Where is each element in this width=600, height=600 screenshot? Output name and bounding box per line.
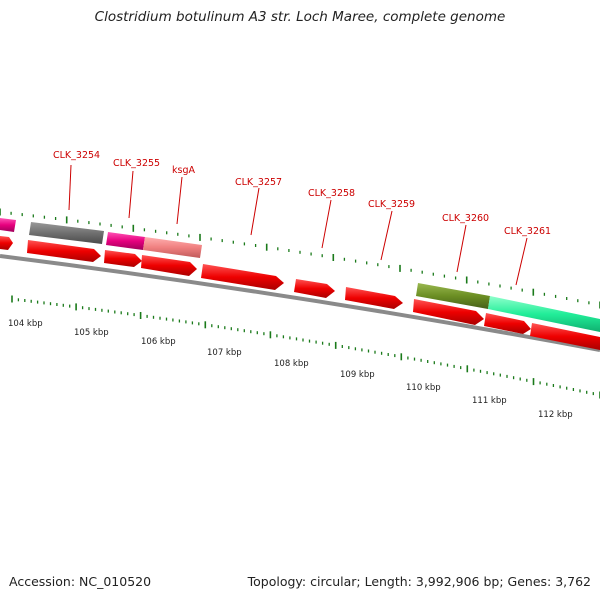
scale-label-111kbp: 111 kbp — [472, 396, 507, 406]
gene-arrow[interactable] — [141, 255, 197, 276]
gene-label-line — [128, 170, 134, 219]
accession-text: Accession: NC_010520 — [9, 574, 152, 589]
gene-label-clk-3261[interactable]: CLK_3261 — [504, 226, 551, 237]
gene-arrow[interactable] — [413, 299, 484, 325]
gene-label-clk-3259[interactable]: CLK_3259 — [368, 199, 415, 210]
feature-block[interactable] — [29, 222, 104, 244]
scale-label-107kbp: 107 kbp — [207, 348, 242, 358]
genome-stats-text: Topology: circular; Length: 3,992,906 bp… — [247, 574, 591, 589]
genome-title: Clostridium botulinum A3 str. Loch Maree… — [94, 9, 506, 25]
cog-feature-track — [0, 218, 600, 332]
gene-label-line — [321, 199, 332, 249]
gene-label-line — [515, 237, 528, 286]
gene-label-clk-3257[interactable]: CLK_3257 — [235, 177, 282, 188]
scale-label-110kbp: 110 kbp — [406, 383, 441, 393]
gene-arrow[interactable] — [484, 313, 531, 334]
scale-tick-track — [11, 295, 600, 399]
gene-label-clk-3254[interactable]: CLK_3254 — [53, 150, 100, 161]
gene-label-clk-3255[interactable]: CLK_3255 — [113, 158, 160, 169]
upper-tick-track — [0, 208, 600, 309]
feature-block[interactable] — [106, 232, 145, 250]
gene-label-line — [250, 187, 260, 236]
scale-label-105kbp: 105 kbp — [74, 328, 109, 338]
scale-label-108kbp: 108 kbp — [274, 359, 309, 369]
gene-arrow[interactable] — [530, 323, 600, 350]
gene-arrow[interactable] — [104, 250, 142, 267]
scale-label-106kbp: 106 kbp — [141, 337, 176, 347]
feature-block[interactable] — [143, 237, 202, 258]
gene-arrow-track — [0, 236, 600, 350]
gene-arrow[interactable] — [27, 240, 101, 262]
gene-arrow[interactable] — [294, 279, 335, 298]
gene-arrow[interactable] — [201, 264, 284, 290]
feature-block[interactable] — [416, 283, 490, 309]
genome-backbone — [0, 254, 600, 352]
gene-label-line — [456, 224, 467, 273]
gene-arrow[interactable] — [0, 236, 13, 250]
gene-label-ksga[interactable]: ksgA — [172, 165, 195, 176]
gene-label-clk-3258[interactable]: CLK_3258 — [308, 188, 355, 199]
scale-label-104kbp: 104 kbp — [8, 319, 43, 329]
scale-label-112kbp: 112 kbp — [538, 410, 573, 420]
gene-label-line — [380, 210, 393, 261]
feature-block[interactable] — [0, 218, 16, 232]
gene-arrow[interactable] — [345, 287, 403, 309]
scale-label-109kbp: 109 kbp — [340, 370, 375, 380]
gene-label-line — [176, 176, 183, 225]
feature-block[interactable] — [488, 296, 600, 332]
gene-label-line — [68, 164, 72, 211]
gene-label-clk-3260[interactable]: CLK_3260 — [442, 213, 489, 224]
